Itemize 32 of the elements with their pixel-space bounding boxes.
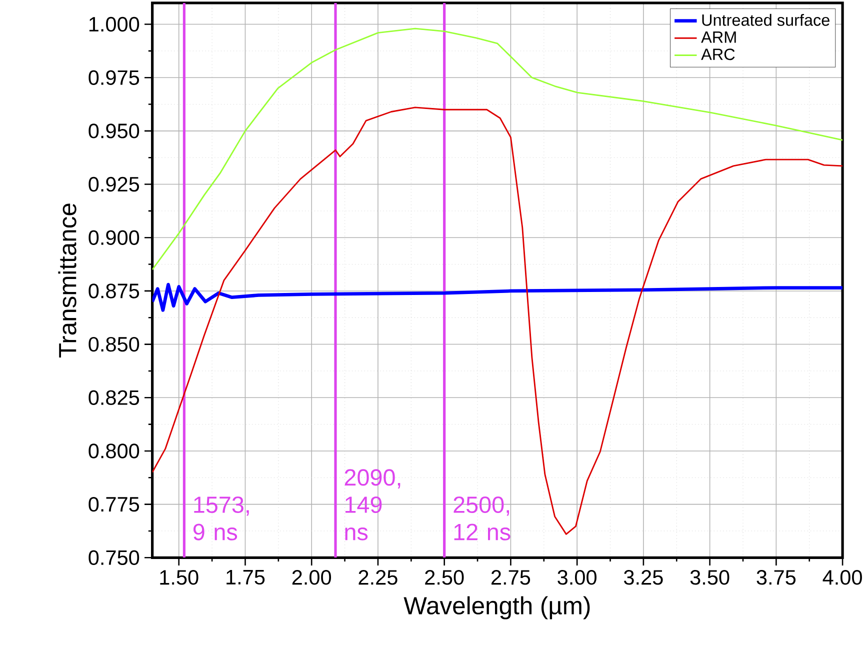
y-tick-label: 0.800 bbox=[88, 443, 140, 458]
x-tick-label: 3.75 bbox=[756, 570, 796, 585]
y-tick-label: 0.925 bbox=[88, 176, 140, 192]
y-tick-label: 0.950 bbox=[88, 123, 140, 138]
y-tick-label: 0.875 bbox=[88, 283, 140, 298]
line-series bbox=[152, 282, 843, 312]
legend-label: ARM bbox=[701, 31, 736, 43]
y-axis-title: Transmittance bbox=[58, 203, 76, 358]
legend-label: Untreated surface bbox=[702, 14, 830, 26]
x-tick-label: 3.50 bbox=[690, 570, 730, 585]
ref-line-label: 1573, 9 ns bbox=[193, 496, 249, 540]
x-tick-label: 2.25 bbox=[358, 570, 398, 585]
ref-line-label: 2090, 149 ns bbox=[344, 468, 400, 540]
x-tick-label: 3.25 bbox=[624, 570, 663, 585]
y-tick-label: 0.750 bbox=[88, 550, 140, 565]
line-series bbox=[152, 28, 843, 270]
x-tick-label: 2.50 bbox=[425, 570, 464, 585]
x-tick-label: 2.00 bbox=[292, 570, 332, 585]
x-tick-label: 1.75 bbox=[226, 570, 265, 584]
legend-label: ARC bbox=[701, 48, 735, 60]
y-tick-label: 0.975 bbox=[88, 70, 140, 85]
x-axis-title: Wavelength (µm) bbox=[404, 596, 590, 620]
y-tick-label: 0.825 bbox=[88, 390, 140, 405]
x-tick-label: 1.50 bbox=[160, 570, 198, 585]
y-tick-label: 0.900 bbox=[88, 230, 140, 245]
x-tick-label: 3.00 bbox=[558, 570, 596, 585]
y-tick-label: 0.850 bbox=[88, 336, 140, 352]
x-tick-label: 4.00 bbox=[822, 570, 862, 585]
y-tick-label: 0.775 bbox=[88, 496, 140, 512]
ref-line-label: 2500, 12 ns bbox=[454, 496, 510, 540]
x-tick-label: 2.75 bbox=[492, 570, 530, 585]
y-tick-label: 1.000 bbox=[89, 16, 140, 32]
